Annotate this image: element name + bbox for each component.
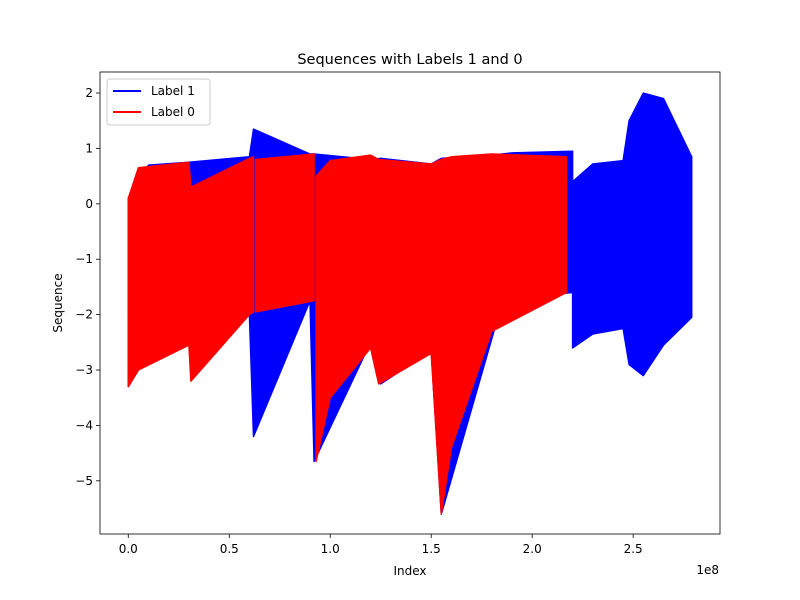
legend-label-1: Label 1 xyxy=(151,84,195,98)
y-tick-label: −5 xyxy=(75,474,93,488)
legend: Label 1 Label 0 xyxy=(106,78,211,126)
y-tick-label: −4 xyxy=(75,418,93,432)
x-axis-label: Index xyxy=(393,564,426,578)
x-tick-label: 1.0 xyxy=(321,542,340,556)
x-tick-label: 2.5 xyxy=(624,542,643,556)
x-tick-label: 1.5 xyxy=(422,542,441,556)
x-tick-label: 0.5 xyxy=(220,542,239,556)
axis-ticks: 0.0 0.5 1.0 1.5 2.0 2.5 −5 −4 −3 −2 −1 0 1 2 xyxy=(75,86,642,556)
series-0-segment-1 xyxy=(571,92,693,377)
chart-title: Sequences with Labels 1 and 0 xyxy=(297,52,522,68)
y-axis-label: Sequence xyxy=(51,273,65,332)
series-1-segment-1 xyxy=(254,153,315,313)
series-1-segment-0 xyxy=(127,156,255,388)
x-tick-label: 0.0 xyxy=(119,542,138,556)
legend-label-0: Label 0 xyxy=(151,105,195,119)
y-tick-label: −2 xyxy=(75,308,93,322)
y-tick-label: 2 xyxy=(85,86,93,100)
y-tick-label: −1 xyxy=(75,252,93,266)
y-tick-label: 1 xyxy=(85,141,93,155)
y-tick-label: −3 xyxy=(75,363,93,377)
plot-area xyxy=(127,92,693,515)
axes-frame xyxy=(99,71,721,535)
x-tick-label: 2.0 xyxy=(523,542,542,556)
y-tick-label: 0 xyxy=(85,197,93,211)
x-axis-offset-label: 1e8 xyxy=(696,563,719,577)
series-1-segment-2 xyxy=(315,153,568,515)
